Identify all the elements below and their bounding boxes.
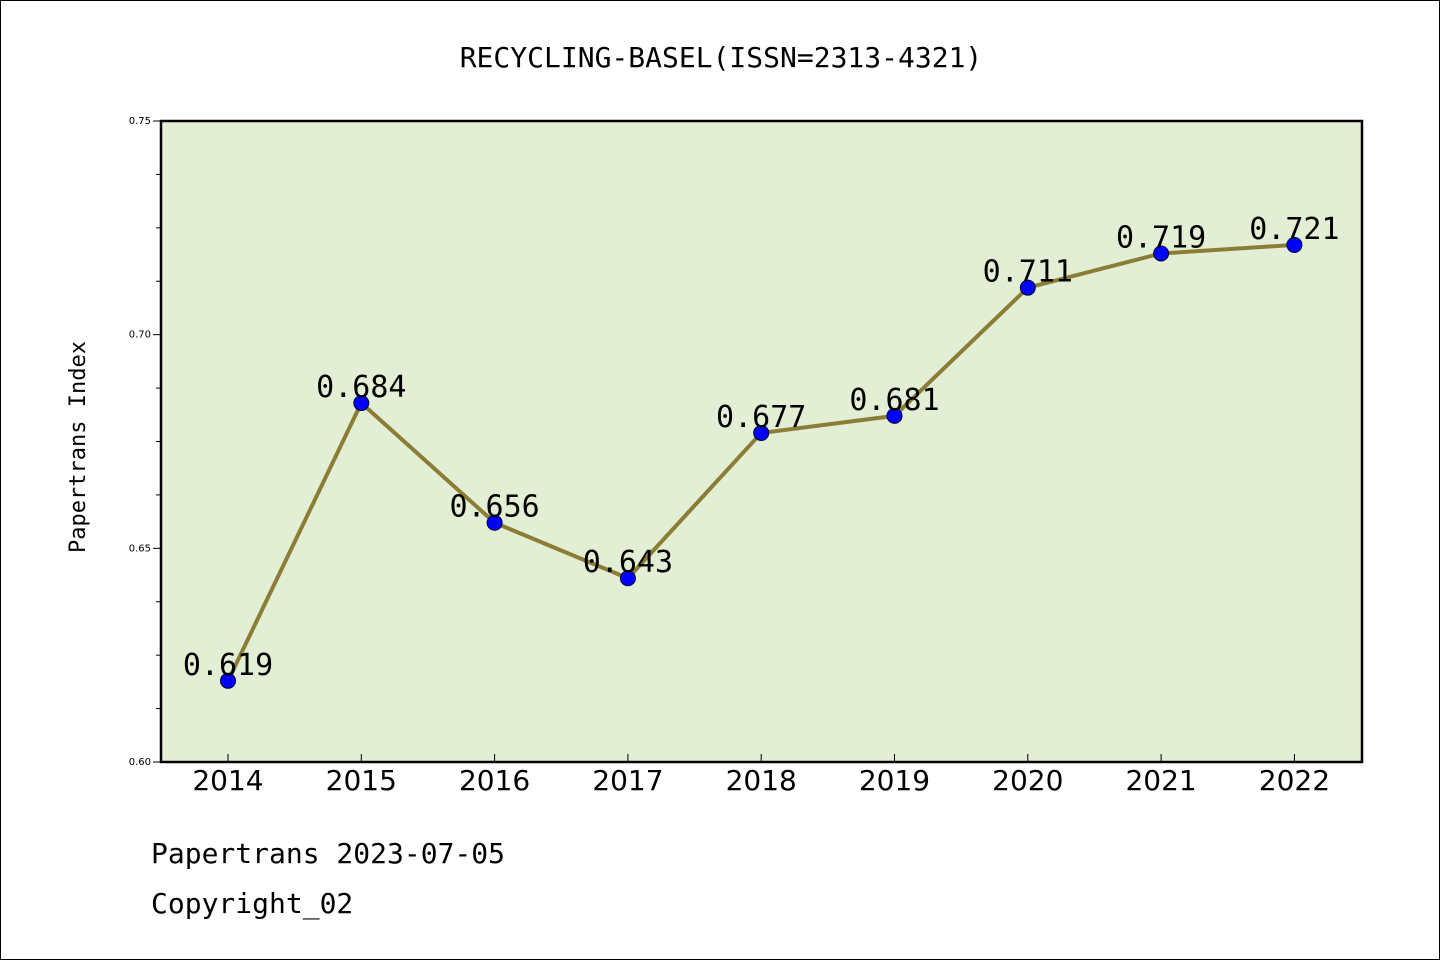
- x-tick-label: 2018: [726, 764, 797, 797]
- y-axis-label: Papertrans Index: [66, 341, 91, 553]
- data-point-label: 0.656: [449, 490, 539, 525]
- x-tick-label: 2021: [1125, 764, 1196, 797]
- data-point-label: 0.684: [316, 370, 406, 405]
- data-point-marker: [619, 570, 636, 587]
- data-point-marker: [886, 407, 903, 424]
- x-axis-ticks: 2014 2015 2016 2017 2018 2019 2020 2021 2022: [192, 754, 1330, 797]
- data-point-marker: [1286, 236, 1303, 253]
- data-point-label: 0.721: [1249, 212, 1339, 247]
- plot-area: [159, 119, 1364, 764]
- data-point-marker: [486, 514, 503, 531]
- data-point-marker: [1019, 279, 1036, 296]
- data-point-marker: [220, 672, 236, 689]
- data-point-label: 0.643: [583, 545, 673, 580]
- data-point-label: 0.677: [716, 400, 806, 435]
- data-point-label: 0.681: [849, 383, 939, 418]
- x-tick-label: 2022: [1259, 764, 1330, 797]
- x-tick-label: 2019: [859, 764, 930, 797]
- y-tick-label: 0.75: [129, 116, 151, 127]
- y-tick-label: 0.60: [129, 757, 151, 768]
- x-tick-label: 2016: [459, 764, 530, 797]
- y-tick-label: 0.70: [129, 330, 151, 341]
- y-axis-ticks: 0.60 0.65 0.70 0.75: [129, 116, 161, 768]
- series-line-group: [220, 236, 1303, 689]
- y-tick-label: 0.65: [129, 543, 151, 554]
- footer-date: Papertrans 2023-07-05: [151, 837, 506, 870]
- data-point-label: 0.719: [1116, 220, 1206, 255]
- x-tick-label: 2015: [326, 764, 397, 797]
- data-point-marker: [353, 395, 370, 412]
- chart-title: RECYCLING-BASEL(ISSN=2313-4321): [460, 41, 983, 74]
- data-point-label: 0.711: [983, 255, 1073, 290]
- data-labels: 0.619 0.684 0.656 0.643 0.677 0.681 0.711 0.719…: [183, 212, 1340, 683]
- data-point-label: 0.619: [183, 648, 273, 683]
- x-tick-label: 2014: [192, 764, 263, 797]
- x-tick-label: 2017: [592, 764, 663, 797]
- x-tick-label: 2020: [992, 764, 1063, 797]
- data-point-marker: [1153, 245, 1170, 262]
- data-point-marker: [753, 424, 770, 441]
- footer-copyright: Copyright_02: [151, 887, 354, 920]
